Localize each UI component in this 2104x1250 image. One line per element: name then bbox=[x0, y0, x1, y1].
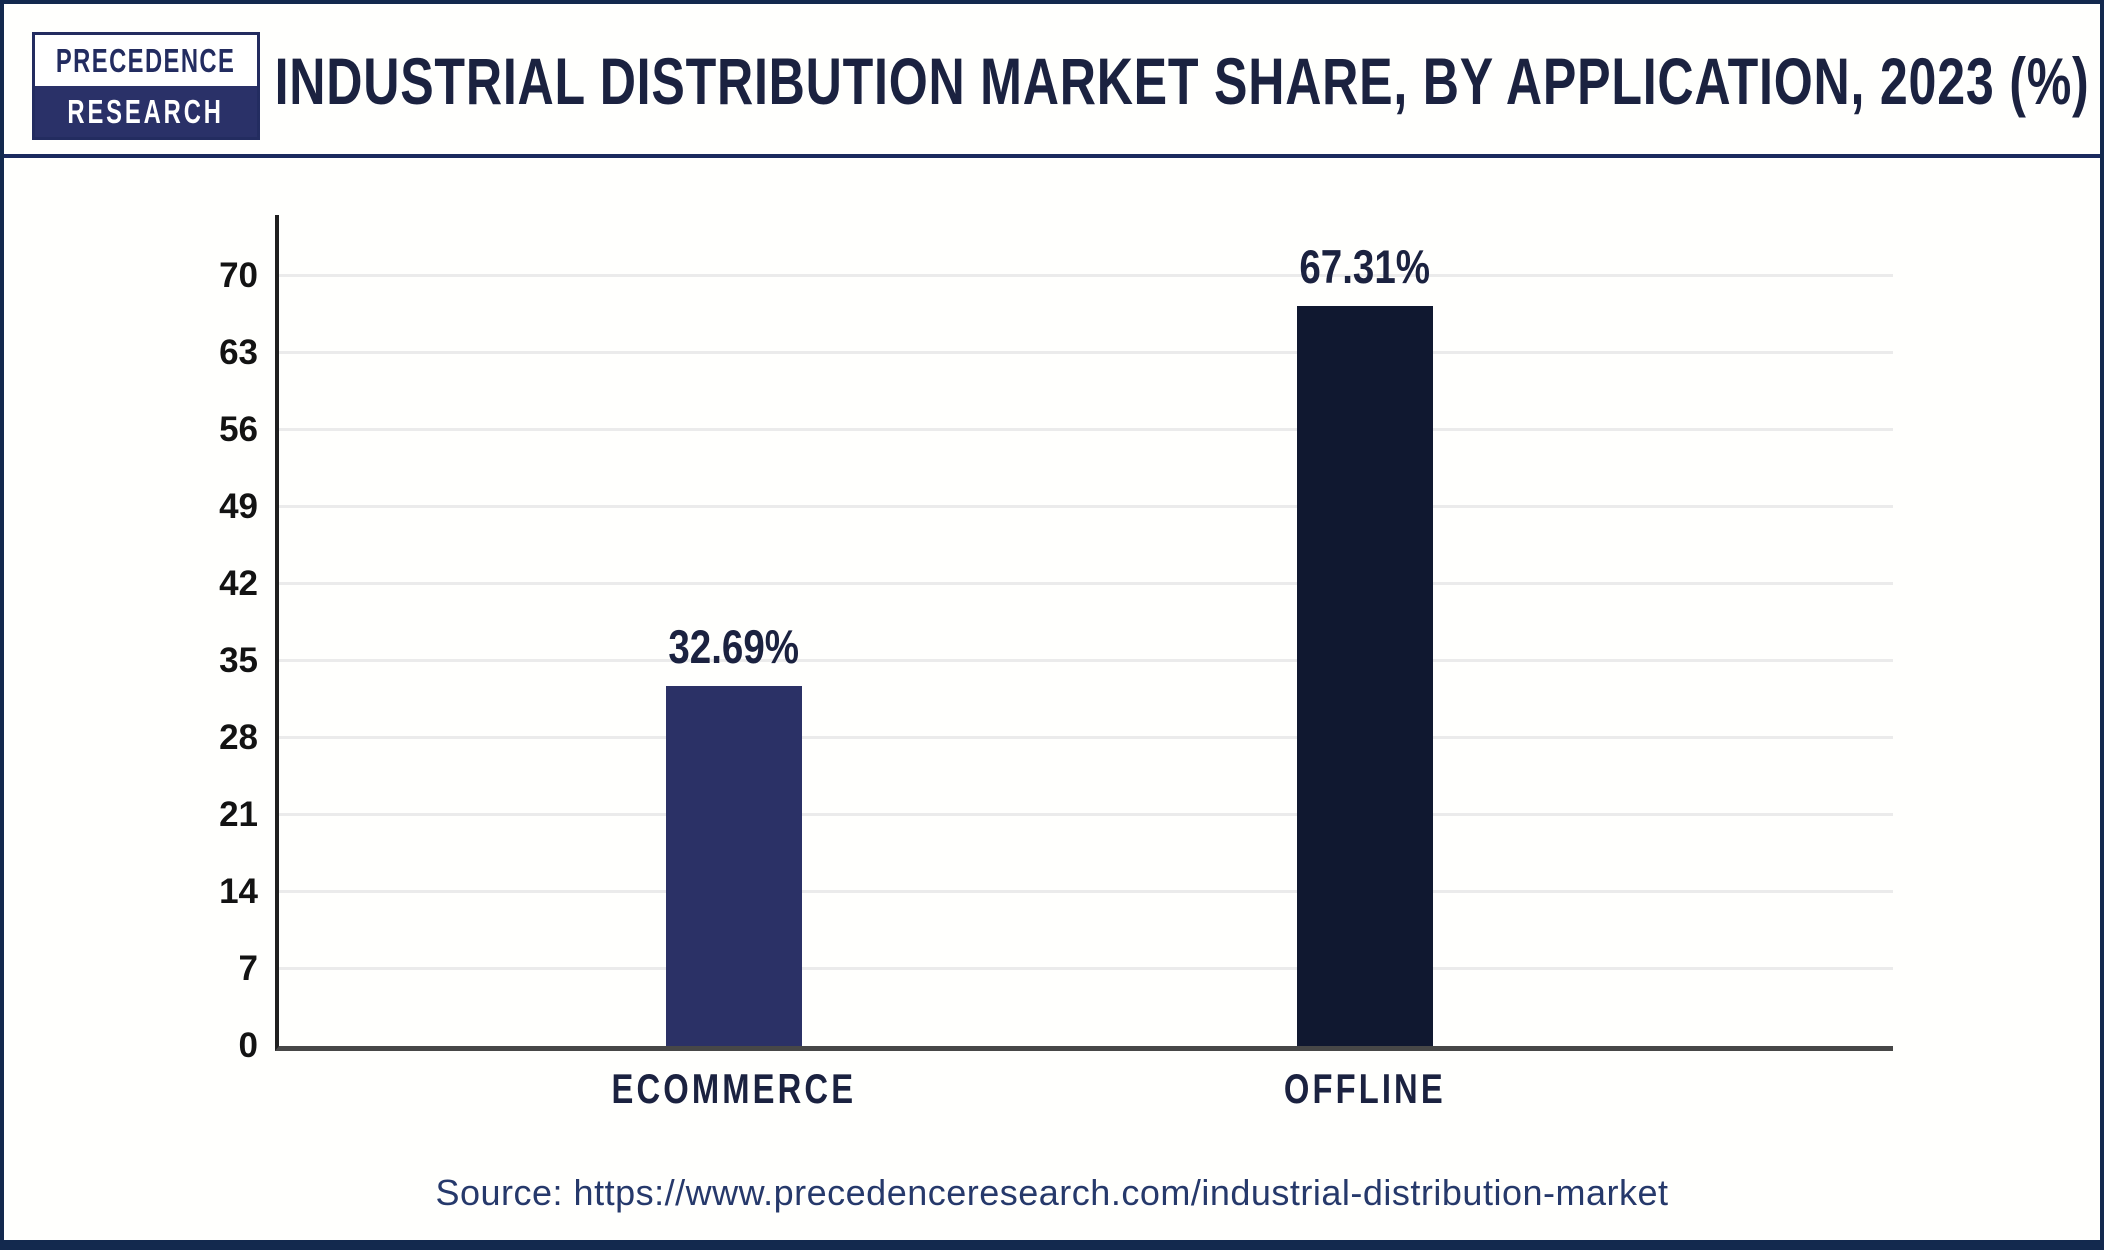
gridline-y-21 bbox=[279, 813, 1893, 816]
logo-text-precedence: PRECEDENCE bbox=[56, 41, 236, 79]
gridline-y-35 bbox=[279, 659, 1893, 662]
gridline-y-70 bbox=[279, 274, 1893, 277]
logo-text-research: RESEARCH bbox=[67, 92, 225, 130]
gridline-y-49 bbox=[279, 505, 1893, 508]
gridline-y-63 bbox=[279, 351, 1893, 354]
gridline-y-56 bbox=[279, 428, 1893, 431]
value-label-ecommerce: 32.69% bbox=[668, 620, 800, 674]
y-tick-label-63: 63 bbox=[219, 333, 258, 372]
value-label-offline: 67.31% bbox=[1299, 239, 1431, 293]
y-tick-label-21: 21 bbox=[219, 795, 258, 834]
precedence-research-logo: PRECEDENCE RESEARCH bbox=[32, 32, 260, 140]
category-label-ecommerce: ECOMMERCE bbox=[611, 1065, 857, 1112]
y-tick-label-28: 28 bbox=[219, 718, 258, 757]
y-tick-label-56: 56 bbox=[219, 410, 258, 449]
bar-ecommerce bbox=[666, 686, 802, 1046]
page-title: INDUSTRIAL DISTRIBUTION MARKET SHARE, BY… bbox=[274, 44, 2090, 118]
y-tick-label-35: 35 bbox=[219, 641, 258, 680]
bar-offline bbox=[1297, 305, 1433, 1046]
y-tick-label-49: 49 bbox=[219, 487, 258, 526]
y-tick-label-0: 0 bbox=[238, 1026, 258, 1065]
gridline-y-7 bbox=[279, 967, 1893, 970]
gridline-y-28 bbox=[279, 736, 1893, 739]
y-tick-label-7: 7 bbox=[238, 949, 258, 988]
y-tick-label-70: 70 bbox=[219, 256, 258, 295]
y-tick-label-14: 14 bbox=[219, 872, 258, 911]
gridline-y-42 bbox=[279, 582, 1893, 585]
logo-line2: RESEARCH bbox=[35, 86, 257, 137]
logo-line1: PRECEDENCE bbox=[35, 35, 257, 86]
plot-area: 0 7 14 21 28 35 42 49 56 63 70 32.69% ECOMMERCE 67.31… bbox=[219, 215, 1893, 1110]
source-text: Source: https://www.precedenceresearch.c… bbox=[435, 1172, 1669, 1213]
y-tick-label-42: 42 bbox=[219, 564, 258, 603]
gridline-y-14 bbox=[279, 890, 1893, 893]
title-wrap: INDUSTRIAL DISTRIBUTION MARKET SHARE, BY… bbox=[264, 4, 2100, 158]
category-label-offline: OFFLINE bbox=[1284, 1065, 1446, 1112]
header: PRECEDENCE RESEARCH INDUSTRIAL DISTRIBUT… bbox=[4, 4, 2100, 158]
